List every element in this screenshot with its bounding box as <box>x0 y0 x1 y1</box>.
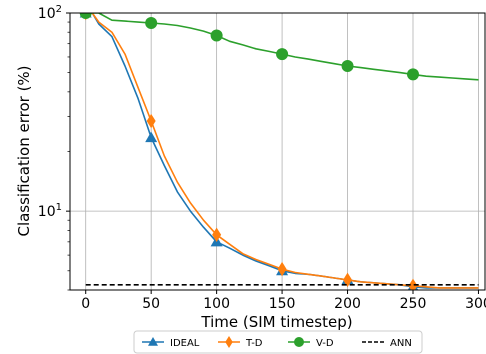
legend-label-ideal: IDEAL <box>170 338 200 349</box>
data-point-t-d <box>408 278 418 290</box>
legend: IDEAL T-D V-D ANN <box>133 330 423 354</box>
data-point-v-d <box>406 68 419 81</box>
legend-label-t-d: T-D <box>245 338 263 349</box>
x-tick-label: 300 <box>465 296 486 312</box>
y-axis-label: Classification error (%) <box>15 65 33 236</box>
x-axis-label: Time (SIM timestep) <box>200 313 352 331</box>
legend-marker-v-d <box>294 337 304 347</box>
data-point-v-d <box>145 17 158 30</box>
data-point-v-d <box>79 13 92 19</box>
series-layer <box>79 13 479 290</box>
data-point-v-d <box>341 60 354 73</box>
data-point-v-d <box>210 29 223 42</box>
y-tick-label: 102 <box>38 4 62 22</box>
plot-background <box>70 13 485 290</box>
data-point-ideal <box>145 131 158 143</box>
series-v-d <box>79 13 479 81</box>
y-axis-ticks: 101 102 <box>38 4 70 291</box>
x-tick-label: 0 <box>81 296 90 312</box>
x-tick-label: 150 <box>269 296 296 312</box>
data-point-t-d <box>343 272 353 288</box>
legend-marker-ideal <box>148 337 158 346</box>
data-point-t-d <box>146 113 156 129</box>
data-point-v-d <box>276 48 289 61</box>
legend-label-ann: ANN <box>390 338 412 349</box>
legend-frame <box>133 330 423 354</box>
x-tick-label: 250 <box>400 296 427 312</box>
x-tick-label: 50 <box>142 296 160 312</box>
x-tick-label: 100 <box>203 296 230 312</box>
data-point-t-d <box>277 261 287 277</box>
y-tick-label: 101 <box>38 202 62 220</box>
legend-marker-t-d <box>225 336 233 348</box>
legend-label-v-d: V-D <box>316 338 334 349</box>
data-point-t-d <box>212 227 222 242</box>
x-axis-ticks: 0 50 100 150 200 250 300 <box>81 290 486 312</box>
series-t-d <box>81 13 479 290</box>
x-tick-label: 200 <box>334 296 361 312</box>
